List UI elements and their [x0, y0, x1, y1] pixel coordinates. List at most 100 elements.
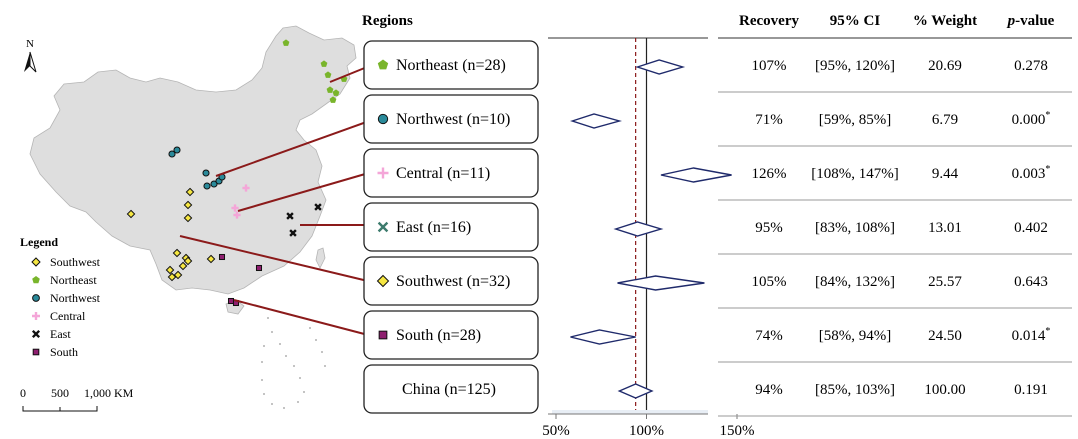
table-row-east: 95% [83%, 108%] 13.01 0.402 [718, 220, 1072, 255]
x-tick-label-0: 50% [542, 423, 570, 439]
region-box-south: South (n=28) [363, 310, 539, 360]
legend-label-east: East [50, 327, 71, 341]
region-marker-south [378, 330, 388, 340]
arrow-south [233, 299, 373, 339]
site-diamond [167, 272, 177, 282]
site-cross [242, 184, 250, 192]
cell-ci: [59%, 85%] [819, 112, 891, 128]
cell-ci: [95%, 120%] [815, 58, 895, 74]
region-marker-southwest [376, 274, 390, 288]
site-diamond [206, 254, 216, 264]
legend-label-central: Central [50, 309, 86, 323]
cell-weight: 100.00 [924, 382, 965, 398]
site-diamond [173, 270, 183, 280]
legend-marker-northeast [32, 276, 40, 284]
legend-marker-south [32, 348, 40, 356]
legend-marker-central [32, 312, 40, 320]
cell-p-value: 0.402 [1014, 220, 1048, 236]
forest-diamond-northeast [635, 59, 686, 75]
cell-recovery: 74% [755, 328, 783, 344]
region-marker-northeast [377, 59, 389, 70]
forest-axis-band [552, 410, 708, 414]
region-label-south: South (n=28) [396, 327, 481, 344]
region-box-southwest: Southwest (n=32) [363, 256, 539, 306]
cell-p-value: 0.278 [1014, 58, 1048, 74]
cell-recovery: 105% [752, 274, 787, 290]
site-pentagon [326, 86, 334, 93]
site-square [218, 253, 226, 261]
cell-p-value: 0.014* [1012, 326, 1051, 344]
table-row-south: 74% [58%, 94%] 24.50 0.014* [718, 326, 1072, 363]
table-row-northwest: 71% [59%, 85%] 6.79 0.000* [718, 110, 1072, 147]
table-row-northeast: 107% [95%, 120%] 20.69 0.278 [718, 58, 1072, 93]
site-x [286, 212, 294, 220]
arrow-central [237, 170, 373, 212]
header-p-letter: p [1006, 13, 1016, 29]
site-diamond [165, 265, 175, 275]
site-cross [231, 204, 239, 212]
site-circle [203, 182, 211, 190]
cell-recovery: 71% [755, 112, 783, 128]
region-box-central: Central (n=11) [363, 148, 539, 198]
forest-diamond-south [570, 329, 636, 345]
scale-bar-line [22, 406, 98, 412]
north-label: N [26, 38, 34, 50]
region-marker-central [377, 167, 389, 179]
header-weight: % Weight [913, 13, 977, 29]
header-ci: 95% CI [830, 13, 881, 29]
cell-p-value: 0.643 [1014, 274, 1048, 290]
site-diamond [183, 200, 193, 210]
region-box-east: East (n=16) [363, 202, 539, 252]
legend-label-northwest: Northwest [50, 291, 101, 305]
site-diamond [178, 261, 188, 271]
site-circle [210, 180, 218, 188]
site-diamond [126, 209, 136, 219]
legend-marker-southwest [31, 257, 41, 267]
site-circle [168, 150, 176, 158]
scale-label-0: 0 [20, 386, 26, 400]
site-diamond [172, 248, 182, 258]
region-arrows [179, 63, 373, 339]
forest-diamond-northwest [570, 113, 622, 129]
header-p-suffix: -value [1015, 13, 1055, 29]
cell-p-value: 0.000* [1012, 110, 1051, 128]
site-circle [173, 146, 181, 154]
site-pentagon [320, 60, 328, 67]
legend-marker-east [31, 329, 41, 339]
region-box-northwest: Northwest (n=10) [363, 94, 539, 144]
table-row-china: 94% [85%, 103%] 100.00 0.191 [718, 382, 1072, 417]
cell-ci: [58%, 94%] [819, 328, 891, 344]
scale-bar: 0 500 1,000 KM [20, 386, 134, 412]
site-square [227, 297, 235, 305]
arrow-northwest [215, 118, 373, 177]
site-square [255, 264, 263, 272]
site-pentagon [324, 71, 332, 78]
scale-label-1000: 1,000 KM [84, 386, 134, 400]
cell-weight: 24.50 [928, 328, 962, 344]
china-mainland-shape [29, 25, 357, 295]
site-diamond [185, 187, 195, 197]
significance-mark: * [1045, 110, 1050, 121]
site-diamond [183, 256, 193, 266]
table-row-southwest: 105% [84%, 132%] 25.57 0.643 [718, 274, 1072, 309]
region-marker-east [377, 221, 389, 233]
regions-header: Regions [362, 13, 413, 29]
cell-ci: [85%, 103%] [815, 382, 895, 398]
cell-weight: 13.01 [928, 220, 962, 236]
region-label-central: Central (n=11) [396, 165, 490, 182]
cell-ci: [83%, 108%] [815, 220, 895, 236]
legend-marker-northwest [32, 294, 40, 302]
header-p-value: p-value [1006, 13, 1055, 29]
region-boxes: Northeast (n=28) Northwest (n=10) Central … [363, 40, 539, 414]
significance-mark: * [1045, 326, 1050, 337]
region-box-china: China (n=125) [363, 364, 539, 414]
region-marker-northwest [377, 113, 389, 125]
region-label-northwest: Northwest (n=10) [396, 111, 510, 128]
cell-ci: [84%, 132%] [815, 274, 895, 290]
cell-weight: 9.44 [932, 166, 959, 182]
table-row-central: 126% [108%, 147%] 9.44 0.003* [718, 164, 1072, 201]
forest-diamond-east [613, 221, 664, 237]
cell-weight: 20.69 [928, 58, 962, 74]
forest-diamond-southwest [617, 275, 705, 291]
